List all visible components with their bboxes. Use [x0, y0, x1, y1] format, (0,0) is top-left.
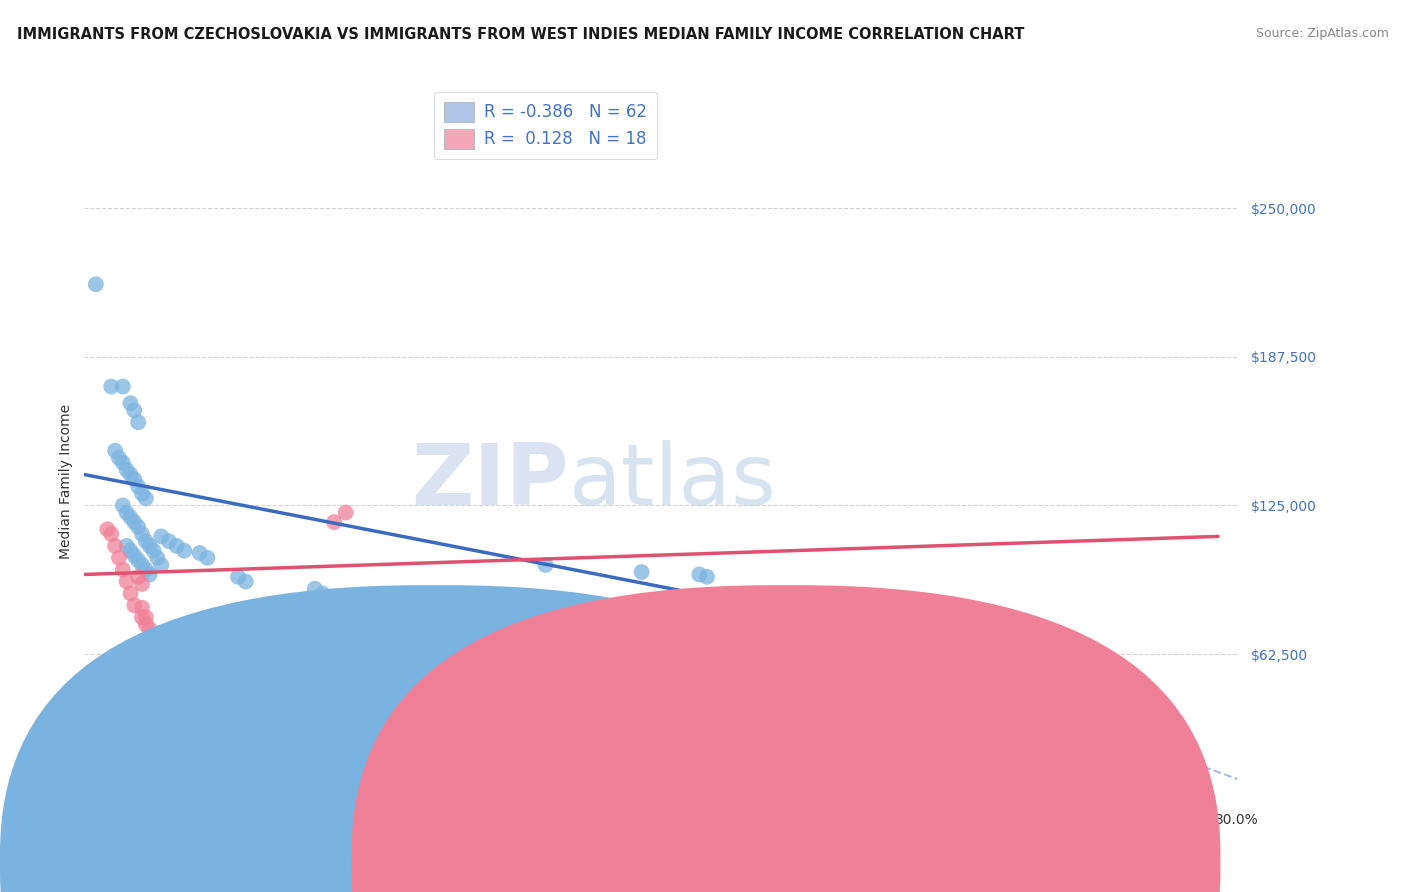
Point: [135, 491, 157, 506]
Point: [142, 543, 165, 558]
Point: [381, 589, 404, 603]
Point: [696, 570, 718, 584]
Point: [124, 599, 146, 613]
Point: [120, 543, 142, 558]
Y-axis label: Median Family Income: Median Family Income: [59, 404, 73, 559]
Text: IMMIGRANTS FROM CZECHOSLOVAKIA VS IMMIGRANTS FROM WEST INDIES MEDIAN FAMILY INCO: IMMIGRANTS FROM CZECHOSLOVAKIA VS IMMIGR…: [17, 27, 1024, 42]
Point: [138, 539, 160, 553]
Text: ZIP: ZIP: [411, 440, 568, 524]
Point: [131, 486, 153, 500]
Point: [195, 550, 218, 565]
Point: [323, 515, 346, 529]
Point: [138, 622, 160, 636]
Point: [534, 558, 557, 572]
Point: [115, 574, 138, 589]
Point: [131, 610, 153, 624]
Point: [131, 558, 153, 572]
Point: [226, 570, 249, 584]
Point: [127, 415, 149, 429]
Point: [188, 546, 211, 560]
Point: [115, 506, 138, 520]
Point: [127, 570, 149, 584]
Legend: R = -0.386   N = 62, R =  0.128   N = 18: R = -0.386 N = 62, R = 0.128 N = 18: [434, 92, 657, 159]
Point: [124, 403, 146, 417]
Point: [127, 520, 149, 534]
Point: [115, 463, 138, 477]
Point: [115, 539, 138, 553]
Point: [124, 472, 146, 486]
Point: [388, 591, 411, 606]
Point: [111, 563, 134, 577]
Point: [124, 549, 146, 563]
Point: [630, 565, 652, 579]
Point: [104, 539, 127, 553]
Point: [120, 467, 142, 482]
Point: [688, 713, 710, 727]
Point: [135, 534, 157, 549]
Text: Immigrants from West Indies: Immigrants from West Indies: [804, 855, 1005, 870]
Point: [131, 600, 153, 615]
Point: [100, 379, 122, 393]
Point: [688, 567, 710, 582]
Point: [135, 610, 157, 624]
Point: [135, 617, 157, 632]
Point: [131, 527, 153, 541]
Point: [111, 456, 134, 470]
Point: [166, 539, 188, 553]
Point: [534, 641, 557, 656]
Point: [138, 567, 160, 582]
Text: Source: ZipAtlas.com: Source: ZipAtlas.com: [1256, 27, 1389, 40]
Point: [104, 443, 127, 458]
Point: [120, 510, 142, 524]
Point: [150, 558, 173, 572]
Point: [135, 563, 157, 577]
Point: [304, 582, 326, 596]
Point: [146, 550, 169, 565]
Point: [173, 543, 195, 558]
Point: [235, 574, 257, 589]
Point: [120, 396, 142, 410]
Point: [157, 534, 180, 549]
Point: [108, 450, 131, 465]
Point: [84, 277, 107, 292]
Point: [150, 529, 173, 543]
Point: [111, 379, 134, 393]
Point: [127, 479, 149, 493]
Point: [311, 586, 333, 600]
Point: [111, 499, 134, 513]
Point: [108, 550, 131, 565]
Point: [120, 586, 142, 600]
Point: [96, 522, 118, 536]
Text: atlas: atlas: [568, 440, 776, 524]
Point: [131, 577, 153, 591]
Point: [100, 527, 122, 541]
Text: Immigrants from Czechoslovakia: Immigrants from Czechoslovakia: [453, 855, 681, 870]
Point: [127, 553, 149, 567]
Point: [124, 515, 146, 529]
Point: [669, 714, 692, 729]
Point: [335, 506, 357, 520]
